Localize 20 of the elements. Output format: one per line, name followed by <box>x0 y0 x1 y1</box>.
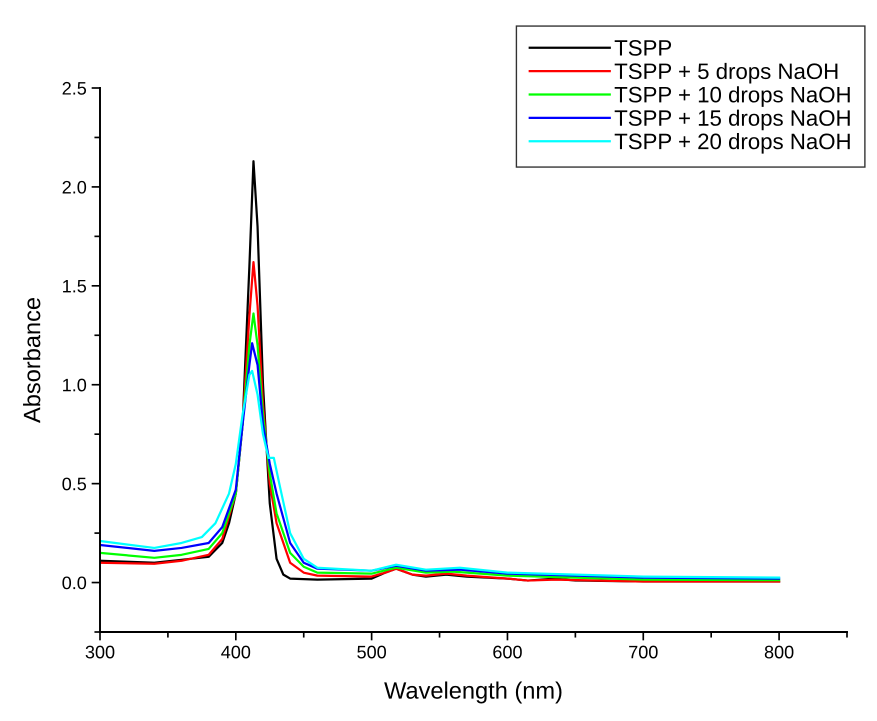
x-tick-label: 600 <box>493 646 522 658</box>
x-tick-label: 800 <box>764 646 794 658</box>
legend-label: TSPP + 5 drops NaOH <box>614 62 838 84</box>
y-tick-label: 0.5 <box>62 478 86 490</box>
x-tick-label: 500 <box>357 646 386 658</box>
x-tick-label: 400 <box>221 646 250 658</box>
legend-label: TSPP + 10 drops NaOH <box>614 86 850 107</box>
y-tick-label: 2.5 <box>62 82 86 95</box>
legend-label: TSPP + 15 drops NaOH <box>614 110 850 130</box>
x-tick-label: 300 <box>86 646 114 658</box>
y-tick-label: 1.0 <box>63 378 86 392</box>
y-tick-label: 2.0 <box>62 180 86 194</box>
legend-label: TSPP + 20 drops NaOH <box>614 132 850 154</box>
y-axis-title: Absorbance <box>23 298 40 423</box>
y-tick-label: 1.5 <box>63 280 86 293</box>
x-tick-label: 700 <box>629 646 658 658</box>
y-tick-label: 0.0 <box>62 576 86 590</box>
line-series <box>100 260 780 583</box>
legend-label: TSPP <box>614 40 672 56</box>
x-axis-title: Wavelength (nm) <box>384 681 562 704</box>
